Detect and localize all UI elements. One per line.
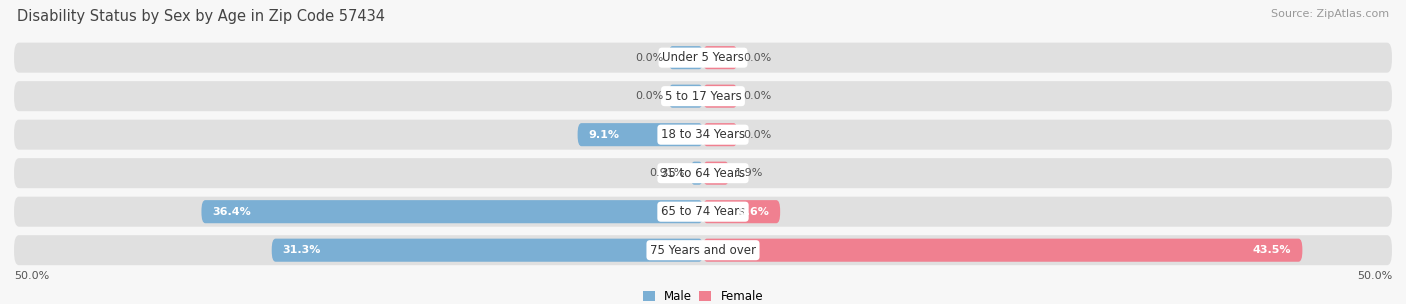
FancyBboxPatch shape xyxy=(703,239,1302,262)
Text: 50.0%: 50.0% xyxy=(14,271,49,282)
FancyBboxPatch shape xyxy=(201,200,703,223)
Text: Disability Status by Sex by Age in Zip Code 57434: Disability Status by Sex by Age in Zip C… xyxy=(17,9,385,24)
Text: 5 to 17 Years: 5 to 17 Years xyxy=(665,90,741,103)
FancyBboxPatch shape xyxy=(703,123,738,146)
Text: 36.4%: 36.4% xyxy=(212,207,252,217)
Text: 0.0%: 0.0% xyxy=(742,53,772,63)
Text: 9.1%: 9.1% xyxy=(589,130,620,140)
FancyBboxPatch shape xyxy=(14,158,1392,188)
FancyBboxPatch shape xyxy=(14,43,1392,73)
Text: Source: ZipAtlas.com: Source: ZipAtlas.com xyxy=(1271,9,1389,19)
Text: 0.0%: 0.0% xyxy=(742,91,772,101)
Text: 0.0%: 0.0% xyxy=(742,130,772,140)
FancyBboxPatch shape xyxy=(703,162,730,185)
Text: 31.3%: 31.3% xyxy=(283,245,321,255)
Text: 5.6%: 5.6% xyxy=(738,207,769,217)
FancyBboxPatch shape xyxy=(703,200,780,223)
Text: Under 5 Years: Under 5 Years xyxy=(662,51,744,64)
Text: 43.5%: 43.5% xyxy=(1253,245,1291,255)
FancyBboxPatch shape xyxy=(271,239,703,262)
FancyBboxPatch shape xyxy=(578,123,703,146)
FancyBboxPatch shape xyxy=(669,85,703,108)
FancyBboxPatch shape xyxy=(690,162,703,185)
Text: 1.9%: 1.9% xyxy=(735,168,763,178)
Legend: Male, Female: Male, Female xyxy=(643,290,763,303)
Text: 75 Years and over: 75 Years and over xyxy=(650,244,756,257)
Text: 65 to 74 Years: 65 to 74 Years xyxy=(661,205,745,218)
Text: 0.0%: 0.0% xyxy=(634,91,664,101)
Text: 0.0%: 0.0% xyxy=(634,53,664,63)
FancyBboxPatch shape xyxy=(703,46,738,69)
FancyBboxPatch shape xyxy=(14,235,1392,265)
FancyBboxPatch shape xyxy=(14,197,1392,227)
Text: 0.91%: 0.91% xyxy=(650,168,685,178)
FancyBboxPatch shape xyxy=(14,81,1392,111)
FancyBboxPatch shape xyxy=(703,85,738,108)
FancyBboxPatch shape xyxy=(14,120,1392,150)
FancyBboxPatch shape xyxy=(669,46,703,69)
Text: 50.0%: 50.0% xyxy=(1357,271,1392,282)
Text: 35 to 64 Years: 35 to 64 Years xyxy=(661,167,745,180)
Text: 18 to 34 Years: 18 to 34 Years xyxy=(661,128,745,141)
